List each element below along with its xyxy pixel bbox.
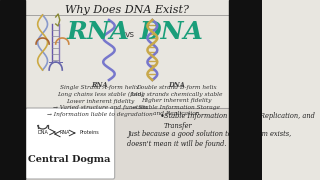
FancyBboxPatch shape	[25, 108, 115, 179]
Text: •: •	[160, 112, 164, 121]
Text: RNA: RNA	[60, 130, 70, 136]
Text: Proteins: Proteins	[79, 130, 99, 136]
Text: DNA: DNA	[168, 81, 185, 89]
Text: Central Dogma: Central Dogma	[28, 156, 111, 165]
Text: Stable Information Storage, Replication, and
Transfer: Stable Information Storage, Replication,…	[164, 112, 315, 130]
Text: DNA: DNA	[37, 129, 48, 134]
Text: Double strand B-form helix
Long strands chemically stable
Higher inherent fideli: Double strand B-form helix Long strands …	[130, 85, 222, 116]
Text: Single Strand A-form helix
Long chains less stable (fold)
Lower inherent fidelit: Single Strand A-form helix Long chains l…	[47, 85, 153, 117]
Text: DNA: DNA	[140, 20, 204, 44]
Text: RNA: RNA	[67, 20, 130, 44]
Text: vs: vs	[124, 30, 134, 39]
Bar	[229, 0, 262, 180]
Bar	[25, 108, 229, 180]
Text: Why Does DNA Exist?: Why Does DNA Exist?	[65, 5, 189, 15]
Text: RNA: RNA	[92, 81, 108, 89]
Text: Just because a good solution to a problem exists,
doesn't mean it will be found.: Just because a good solution to a proble…	[127, 130, 291, 148]
Bar	[0, 0, 25, 180]
